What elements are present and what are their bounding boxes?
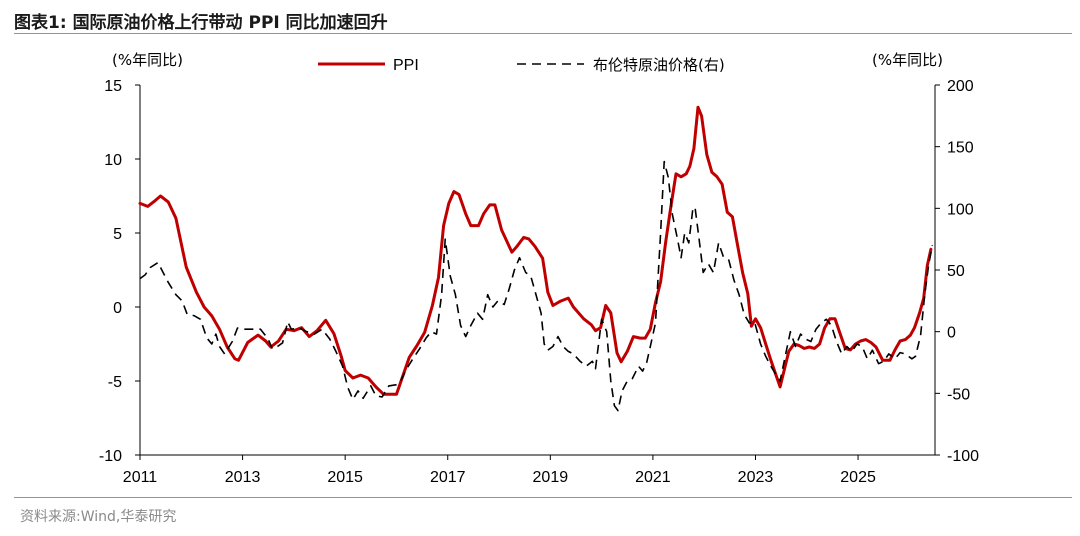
left-y-axis: -10 -5 0 5 10 15 bbox=[99, 78, 141, 465]
right-tick-label: -50 bbox=[947, 386, 970, 403]
left-tick-label: -5 bbox=[108, 374, 122, 391]
left-tick-label: -10 bbox=[99, 448, 122, 465]
right-tick-label: -100 bbox=[947, 448, 979, 465]
left-tick-label: 0 bbox=[113, 300, 122, 317]
legend-brent-label: 布伦特原油价格(右) bbox=[593, 56, 725, 74]
right-tick-label: 150 bbox=[947, 140, 974, 157]
source-note: 资料来源:Wind,华泰研究 bbox=[20, 509, 177, 525]
x-tick-label: 2025 bbox=[840, 469, 876, 486]
x-tick-label: 2019 bbox=[533, 469, 569, 486]
title-rule bbox=[14, 33, 1072, 34]
right-y-axis: -100 -50 0 50 100 150 200 bbox=[934, 78, 979, 465]
brent-series-line bbox=[139, 160, 934, 412]
legend: PPI 布伦特原油价格(右) bbox=[318, 56, 725, 74]
ppi-series-line bbox=[138, 105, 933, 396]
x-tick-label: 2013 bbox=[225, 469, 261, 486]
right-tick-label: 0 bbox=[947, 325, 956, 342]
figure-label: 图表1: bbox=[14, 13, 67, 33]
x-tick-label: 2021 bbox=[635, 469, 671, 486]
x-tick-label: 2011 bbox=[123, 469, 158, 486]
left-tick-label: 5 bbox=[113, 226, 122, 243]
x-axis: 2011 2013 2015 2017 2019 2021 2023 2025 bbox=[123, 454, 935, 486]
ppi-brent-line-chart: (%年同比) (%年同比) PPI 布伦特原油价格(右) -10-5051015… bbox=[99, 51, 979, 486]
figure-title: 图表1: 国际原油价格上行带动 PPI 同比加速回升 bbox=[14, 8, 388, 33]
right-tick-label: 200 bbox=[947, 78, 974, 95]
legend-ppi-label: PPI bbox=[393, 57, 419, 74]
right-axis-unit: (%年同比) bbox=[872, 51, 943, 69]
x-tick-label: 2017 bbox=[430, 469, 466, 486]
right-tick-label: 100 bbox=[947, 201, 974, 218]
x-tick-label: 2015 bbox=[327, 469, 363, 486]
figure-title-text: 国际原油价格上行带动 PPI 同比加速回升 bbox=[72, 13, 388, 33]
left-axis-unit: (%年同比) bbox=[112, 51, 183, 69]
x-tick-label: 2023 bbox=[738, 469, 774, 486]
right-tick-label: 50 bbox=[947, 263, 965, 280]
source-rule bbox=[14, 497, 1072, 498]
left-tick-label: 15 bbox=[104, 78, 122, 95]
left-tick-label: 10 bbox=[104, 152, 122, 169]
